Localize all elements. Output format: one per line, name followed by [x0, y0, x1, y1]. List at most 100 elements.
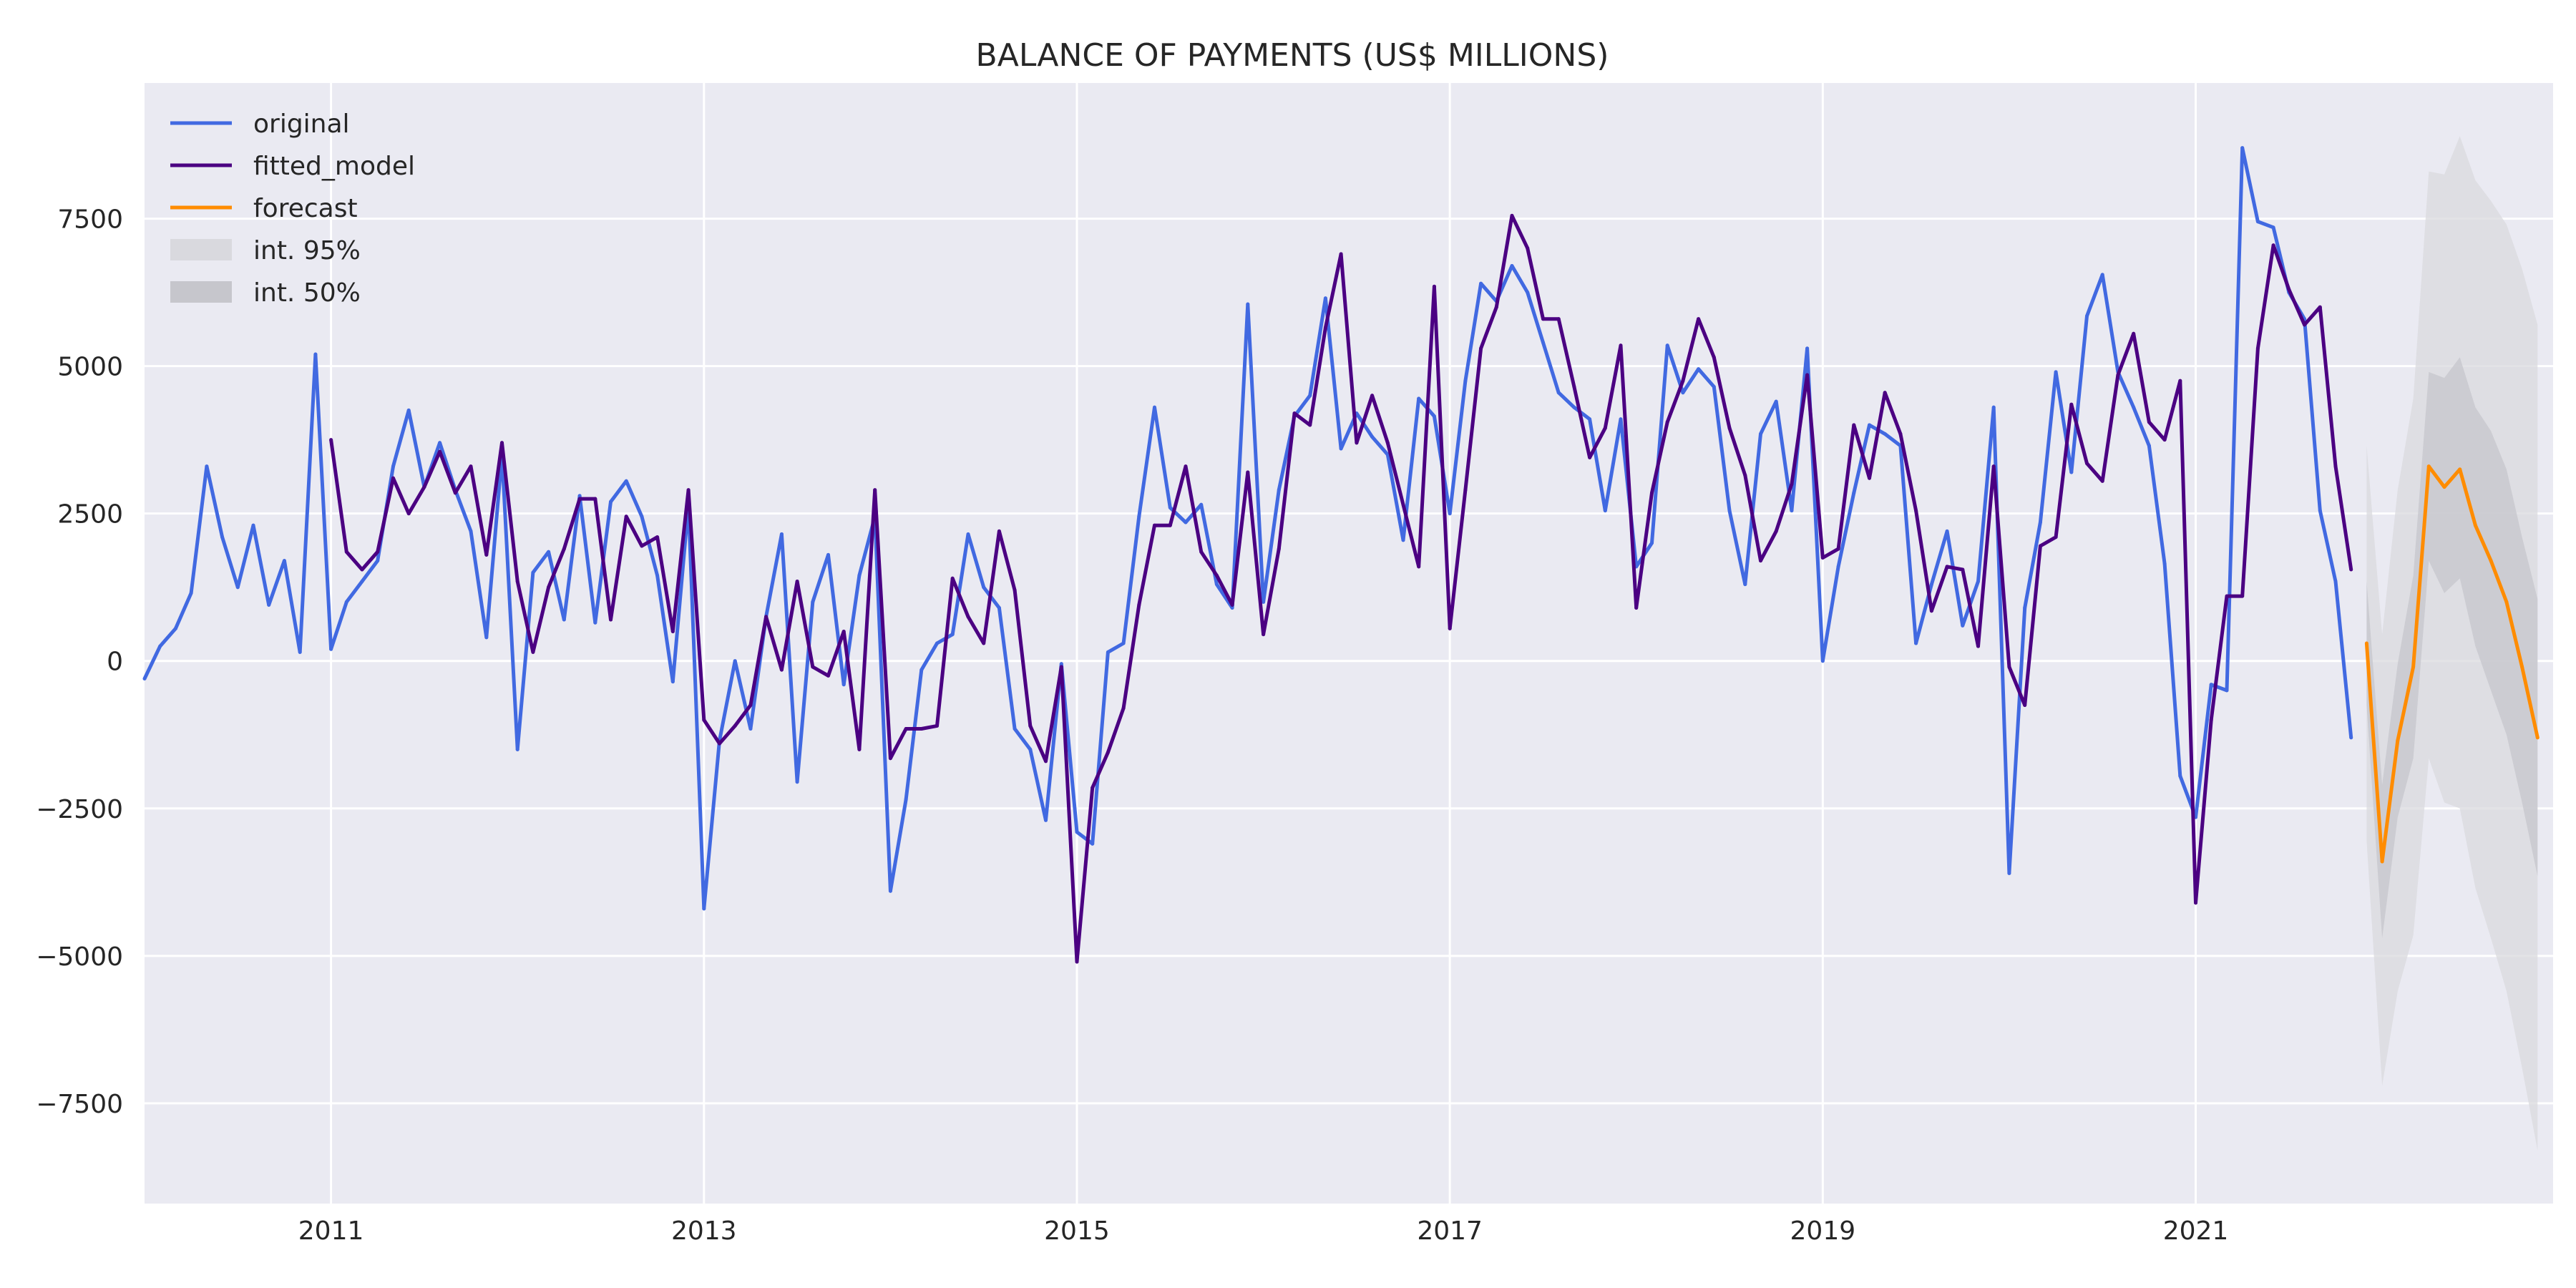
- data-point: [2411, 665, 2416, 669]
- data-point: [748, 727, 753, 731]
- data-point: [500, 441, 504, 445]
- data-point: [1059, 662, 1063, 666]
- x-axis-ticks: 2011 2013 2015 2017 2019 2021: [298, 1216, 2229, 1246]
- data-point: [2255, 346, 2260, 351]
- data-point: [904, 727, 908, 731]
- plot-area: [145, 83, 2553, 1204]
- series-original: [142, 146, 2353, 911]
- data-point: [298, 650, 302, 654]
- x-tick-label: 2013: [671, 1216, 737, 1246]
- data-point: [1774, 529, 1778, 533]
- data-point: [826, 552, 830, 557]
- data-point: [779, 668, 784, 672]
- data-point: [1961, 567, 1965, 572]
- data-point: [1292, 411, 1297, 416]
- data-point: [702, 907, 706, 911]
- data-point: [1075, 960, 1079, 964]
- data-point: [2023, 606, 2027, 610]
- data-point: [2240, 146, 2245, 150]
- data-point: [1945, 529, 1949, 533]
- legend-label: fitted_model: [253, 152, 415, 181]
- data-point: [1246, 470, 1250, 474]
- data-point: [1091, 786, 1095, 790]
- data-point: [251, 523, 255, 527]
- data-point: [1121, 641, 1126, 645]
- data-point: [484, 552, 489, 557]
- data-point: [1929, 609, 1933, 613]
- data-point: [406, 408, 411, 412]
- data-point: [515, 747, 519, 751]
- data-point: [1743, 473, 1747, 477]
- data-point: [173, 626, 177, 630]
- data-point: [2271, 225, 2275, 230]
- data-point: [267, 602, 271, 607]
- data-point: [2333, 580, 2338, 583]
- data-point: [2535, 736, 2540, 740]
- data-point: [1479, 281, 1483, 286]
- data-point: [329, 438, 333, 442]
- data-point: [686, 488, 691, 492]
- data-point: [2116, 373, 2120, 377]
- data-point: [748, 703, 753, 707]
- data-point: [795, 780, 799, 784]
- data-point: [982, 585, 986, 590]
- data-point: [1323, 296, 1327, 301]
- data-point: [1805, 373, 1810, 377]
- data-point: [1214, 582, 1219, 587]
- series-forecast: [2364, 464, 2540, 864]
- data-point: [1277, 547, 1281, 551]
- data-point: [1432, 284, 1436, 288]
- data-point: [1712, 385, 1716, 389]
- data-point: [609, 618, 613, 622]
- data-point: [640, 544, 644, 548]
- data-point: [2489, 559, 2493, 563]
- data-point: [1619, 343, 1623, 348]
- x-tick-label: 2015: [1044, 1216, 1110, 1246]
- data-point: [1199, 550, 1204, 554]
- data-point: [1805, 346, 1810, 351]
- legend-item-fitted-model: fitted_model: [170, 152, 415, 181]
- data-point: [1759, 431, 1762, 436]
- data-point: [1153, 523, 1156, 527]
- x-tick-label: 2011: [298, 1216, 364, 1246]
- data-point: [1121, 706, 1126, 711]
- data-point: [624, 514, 628, 519]
- data-point: [1681, 391, 1685, 395]
- data-point: [1339, 447, 1343, 451]
- data-point: [1759, 559, 1762, 563]
- data-point: [1697, 317, 1701, 321]
- data-point: [1541, 341, 1545, 345]
- data-point: [531, 570, 535, 575]
- data-point: [1836, 547, 1840, 551]
- data-point: [220, 535, 225, 540]
- data-point: [1044, 818, 1048, 822]
- data-point: [1370, 394, 1375, 398]
- data-point: [1184, 464, 1188, 469]
- data-point: [1914, 641, 1918, 645]
- data-point: [1013, 727, 1017, 731]
- x-tick-label: 2019: [1790, 1216, 1856, 1246]
- data-point: [2349, 736, 2353, 740]
- data-point: [593, 497, 597, 501]
- data-point: [1339, 252, 1343, 256]
- data-point: [795, 580, 799, 583]
- data-point: [2396, 738, 2400, 743]
- data-point: [593, 620, 597, 625]
- data-point: [2085, 314, 2089, 318]
- forecast-intervals: [2366, 136, 2538, 1151]
- y-tick-label: 5000: [57, 353, 123, 382]
- data-point: [515, 580, 519, 583]
- data-point: [1044, 759, 1048, 763]
- data-point: [406, 512, 411, 516]
- data-point: [1168, 523, 1172, 527]
- data-point: [1588, 417, 1592, 421]
- data-point: [531, 650, 535, 654]
- y-tick-label: −7500: [36, 1090, 123, 1119]
- data-point: [702, 718, 706, 722]
- data-point: [997, 529, 1001, 533]
- data-point: [1028, 747, 1033, 751]
- data-point: [1820, 556, 1825, 560]
- data-point: [609, 499, 613, 504]
- data-point: [1603, 426, 1607, 430]
